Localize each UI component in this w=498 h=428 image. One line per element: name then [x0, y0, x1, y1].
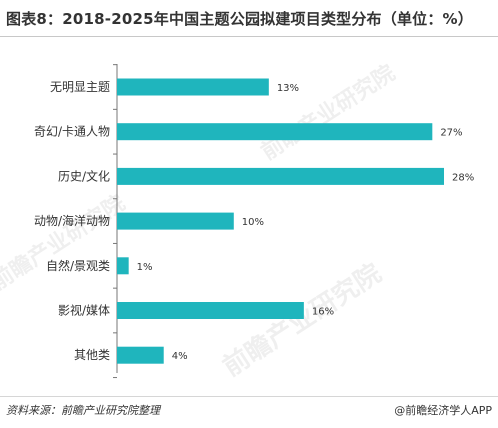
- value-label: 1%: [137, 262, 153, 273]
- value-label: 27%: [440, 128, 462, 139]
- bar: [117, 212, 234, 230]
- value-label: 16%: [312, 307, 334, 318]
- value-label: 10%: [242, 217, 264, 228]
- category-label: 自然/景观类: [46, 258, 110, 273]
- bar: [117, 257, 129, 275]
- category-label: 其他类: [74, 348, 110, 362]
- title-divider: [0, 36, 498, 37]
- source-note: 资料来源：前瞻产业研究院整理: [6, 404, 160, 417]
- category-label: 无明显主题: [50, 80, 110, 94]
- bar: [117, 302, 304, 319]
- value-label: 28%: [452, 172, 474, 183]
- value-label: 13%: [277, 83, 299, 94]
- category-label: 奇幻/卡通人物: [34, 125, 110, 139]
- brand-credit: @前瞻经济学人APP: [394, 404, 492, 417]
- bar: [117, 123, 433, 141]
- value-label: 4%: [172, 351, 188, 362]
- chart-title: 图表8：2018-2025年中国主题公园拟建项目类型分布（单位：%）: [6, 10, 473, 28]
- category-label: 影视/媒体: [58, 303, 110, 318]
- category-label: 动物/海洋动物: [34, 213, 110, 228]
- bar: [117, 346, 164, 364]
- bar: [117, 78, 269, 96]
- bar: [117, 167, 444, 185]
- category-label: 历史/文化: [58, 168, 110, 183]
- footer-divider: [0, 396, 498, 397]
